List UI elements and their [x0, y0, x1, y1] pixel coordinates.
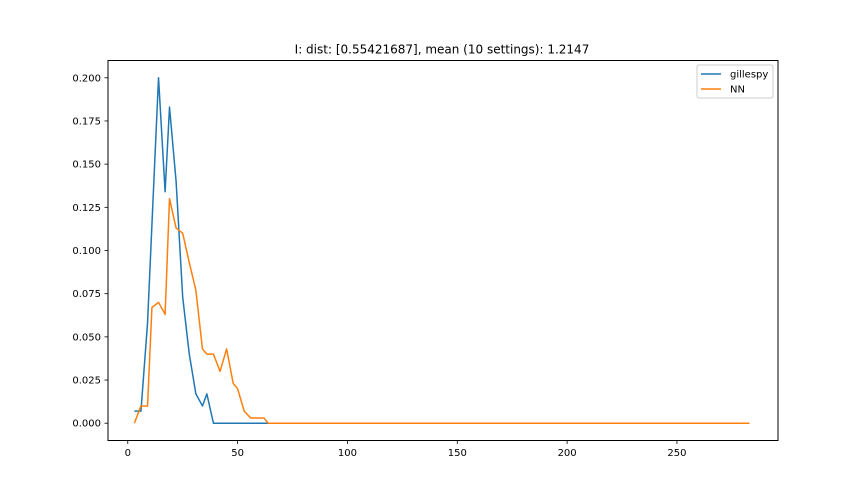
series-layer [133, 77, 750, 424]
chart-title: I: dist: [0.55421687], mean (10 settings… [295, 43, 590, 57]
x-tick-label: 150 [448, 448, 467, 459]
x-tick-label: 200 [558, 448, 577, 459]
x-tick-label: 50 [231, 448, 244, 459]
x-tick-label: 100 [338, 448, 357, 459]
y-tick-label: 0.100 [72, 246, 101, 257]
plot-frame [107, 60, 779, 441]
legend: gillespy NN [696, 64, 774, 99]
legend-label-nn: NN [730, 85, 745, 96]
x-axis-ticks: 0 50 100 150 200 250 [125, 440, 686, 459]
y-tick-label: 0.075 [72, 289, 101, 300]
legend-label-gillespy: gillespy [730, 70, 768, 81]
y-axis-ticks: 0.000 0.025 0.050 0.075 0.100 0.125 0.150 0.175… [72, 73, 108, 430]
y-tick-label: 0.200 [72, 73, 101, 84]
y-tick-label: 0.125 [72, 203, 101, 214]
y-tick-label: 0.050 [72, 332, 101, 343]
y-tick-label: 0.025 [72, 376, 101, 387]
y-tick-label: 0.000 [72, 419, 101, 430]
series-line-nn [133, 197, 750, 424]
y-tick-label: 0.175 [72, 116, 101, 127]
y-tick-label: 0.150 [72, 160, 101, 171]
x-tick-label: 250 [667, 448, 686, 459]
x-tick-label: 0 [125, 448, 131, 459]
